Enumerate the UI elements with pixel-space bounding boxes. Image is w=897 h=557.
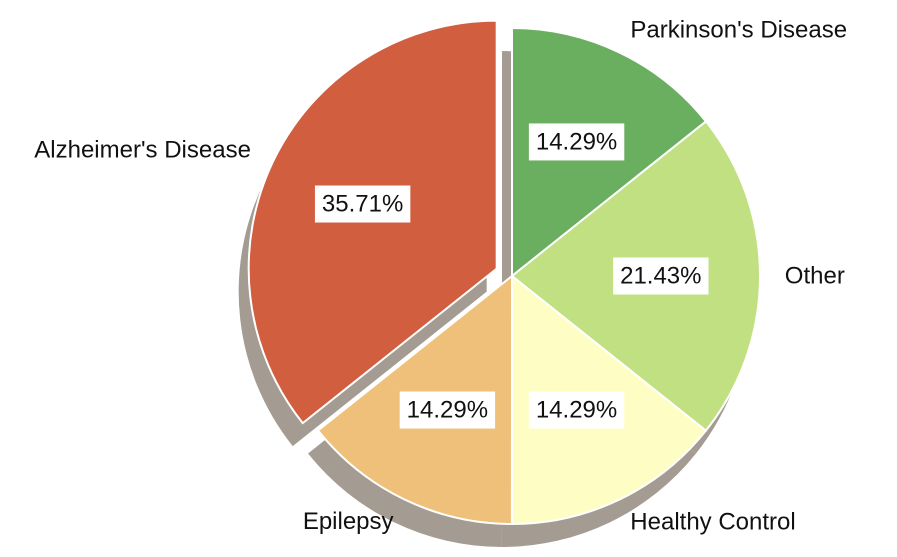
- pct-label-box: [314, 185, 411, 223]
- pct-label-text: 35.71%: [322, 191, 403, 218]
- pct-label-parkinson-s-disease: 14.29%: [528, 123, 625, 161]
- category-label-epilepsy: Epilepsy: [303, 508, 394, 535]
- pct-label-box: [528, 391, 625, 429]
- pct-label-other: 21.43%: [613, 257, 709, 295]
- pct-label-alzheimer-s-disease: 35.71%: [314, 185, 411, 223]
- pct-label-text: 14.29%: [536, 128, 617, 155]
- category-label-parkinson-s-disease: Parkinson's Disease: [630, 17, 847, 44]
- category-label-alzheimer-s-disease: Alzheimer's Disease: [34, 137, 251, 164]
- pct-label-box: [528, 123, 625, 161]
- pct-label-healthy-control: 14.29%: [528, 391, 625, 429]
- pct-label-text: 14.29%: [536, 397, 617, 424]
- category-label-other: Other: [785, 263, 845, 290]
- pct-label-text: 14.29%: [407, 397, 488, 424]
- label-layer: 14.29% Parkinson's Disease 21.43% Other 14.2…: [34, 17, 847, 536]
- category-label-healthy-control: Healthy Control: [630, 508, 795, 535]
- pct-label-box: [399, 391, 496, 429]
- pct-label-epilepsy: 14.29%: [399, 391, 496, 429]
- pct-label-box: [613, 257, 709, 295]
- pct-label-text: 21.43%: [620, 263, 701, 290]
